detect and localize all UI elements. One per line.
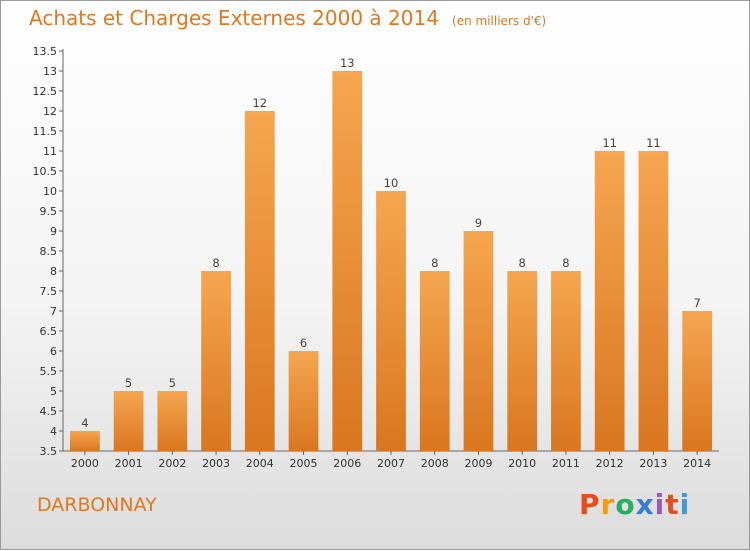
x-tick-label: 2008 [421,457,449,470]
x-tick-label: 2012 [596,457,624,470]
value-label: 4 [81,416,88,430]
y-tick-label: 9.5 [40,205,58,218]
logo-letter: i [679,488,691,521]
y-tick-label: 10.5 [33,165,58,178]
y-tick-label: 12.5 [33,85,58,98]
y-tick-label: 13 [43,65,57,78]
value-label: 13 [340,56,355,70]
value-label: 5 [125,376,132,390]
city-name: DARBONNAY [37,494,157,516]
x-tick-label: 2013 [639,457,667,470]
bar-2007 [376,191,406,451]
y-tick-label: 8 [50,265,57,278]
logo-letter: x [635,488,655,521]
x-tick-label: 2006 [333,457,361,470]
y-tick-label: 11 [43,145,57,158]
bar-2003 [201,271,231,451]
y-tick-label: 7.5 [40,285,58,298]
bar-2001 [113,391,144,451]
bar-2014 [682,311,713,451]
x-tick-label: 2007 [377,457,405,470]
y-tick-label: 5.5 [40,365,58,378]
bar-2000 [69,431,100,451]
bar-2005 [288,351,319,451]
y-tick-label: 7 [50,305,57,318]
y-tick-label: 11.5 [33,125,58,138]
chart-title-block: Achats et Charges Externes 2000 à 2014 (… [29,6,546,30]
value-label: 9 [475,216,482,230]
logo-letter: i [654,488,666,521]
value-label: 8 [431,256,438,270]
value-label: 7 [693,296,700,310]
x-tick-label: 2003 [202,457,230,470]
logo-letter: t [665,488,680,521]
value-label: 6 [300,336,307,350]
bar-2013 [638,151,669,451]
bar-2012 [594,151,625,451]
x-tick-label: 2000 [71,457,99,470]
y-tick-label: 8.5 [40,245,58,258]
bar-2008 [419,271,450,451]
y-tick-label: 12 [43,105,57,118]
bar-2004 [244,111,275,451]
value-label: 8 [562,256,569,270]
chart-unit: (en milliers d'€) [452,14,547,28]
y-tick-label: 10 [43,185,57,198]
x-tick-label: 2001 [115,457,143,470]
y-tick-label: 13.5 [33,45,58,58]
logo-letter: r [600,488,616,521]
y-tick-label: 4.5 [40,405,58,418]
y-tick-label: 9 [50,225,57,238]
x-tick-label: 2014 [683,457,711,470]
proxiti-logo: Proxiti [579,488,690,521]
x-tick-label: 2009 [464,457,492,470]
x-tick-label: 2010 [508,457,536,470]
bar-2009 [463,231,494,451]
logo-letter: o [615,488,636,521]
y-tick-label: 6 [50,345,57,358]
value-label: 12 [252,96,267,110]
value-label: 8 [212,256,219,270]
value-label: 11 [646,136,661,150]
x-tick-label: 2011 [552,457,580,470]
y-tick-label: 5 [50,385,57,398]
bar-2006 [332,71,363,451]
bar-2010 [507,271,538,451]
bar-2011 [551,271,581,451]
y-tick-label: 4 [50,425,57,438]
logo-letter: P [579,488,601,521]
bar-2002 [157,391,188,451]
x-tick-label: 2002 [158,457,186,470]
x-tick-label: 2005 [290,457,318,470]
chart-title: Achats et Charges Externes 2000 à 2014 [29,6,439,30]
x-tick-label: 2004 [246,457,274,470]
value-label: 5 [169,376,176,390]
value-label: 11 [602,136,617,150]
y-tick-label: 6.5 [40,325,58,338]
y-tick-label: 3.5 [40,445,58,458]
value-label: 8 [519,256,526,270]
value-label: 10 [384,176,399,190]
